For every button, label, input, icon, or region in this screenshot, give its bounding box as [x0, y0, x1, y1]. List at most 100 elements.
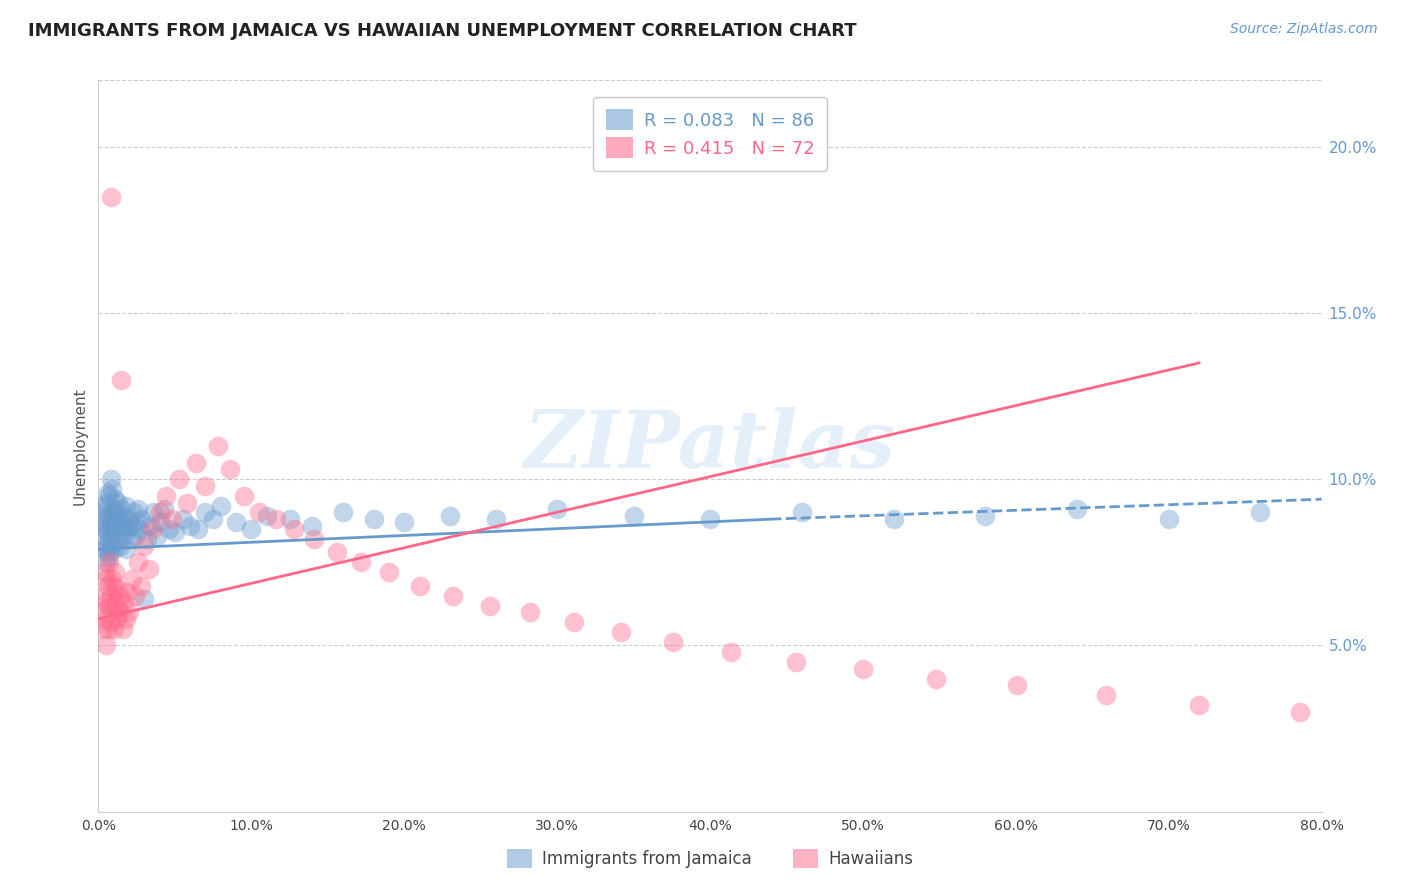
Point: [91, 512, 114, 526]
Point: [98, 489, 121, 503]
Point: [256, 508, 278, 523]
Point: [97, 525, 120, 540]
Point: [129, 579, 152, 593]
Point: [94, 555, 117, 569]
Point: [93, 542, 115, 557]
Point: [103, 579, 125, 593]
Point: [97, 485, 120, 500]
Point: [111, 508, 134, 523]
Point: [163, 525, 186, 540]
Point: [112, 595, 135, 609]
Point: [124, 589, 146, 603]
Point: [219, 462, 242, 476]
Point: [94, 539, 117, 553]
Point: [187, 522, 209, 536]
Point: [240, 522, 263, 536]
Point: [169, 472, 191, 486]
Point: [98, 599, 121, 613]
Point: [90, 605, 112, 619]
Point: [122, 506, 145, 520]
Point: [105, 508, 128, 523]
Point: [127, 555, 149, 569]
Point: [103, 522, 125, 536]
Point: [111, 529, 134, 543]
Point: [98, 532, 121, 546]
Point: [209, 499, 232, 513]
Point: [264, 512, 287, 526]
Point: [118, 605, 141, 619]
Point: [790, 506, 813, 520]
Text: ZIPatlas: ZIPatlas: [524, 408, 896, 484]
Point: [108, 589, 131, 603]
Point: [103, 622, 125, 636]
Point: [101, 572, 124, 586]
Point: [115, 612, 138, 626]
Point: [124, 529, 146, 543]
Point: [225, 516, 247, 530]
Point: [363, 512, 385, 526]
Point: [100, 615, 122, 630]
Point: [105, 532, 128, 546]
Point: [134, 591, 156, 606]
Point: [115, 542, 138, 557]
Point: [120, 532, 142, 546]
Point: [176, 495, 198, 509]
Point: [232, 489, 254, 503]
Point: [93, 612, 115, 626]
Point: [194, 506, 217, 520]
Point: [103, 542, 125, 557]
Point: [1095, 689, 1118, 703]
Point: [1249, 506, 1271, 520]
Point: [100, 539, 122, 553]
Point: [105, 612, 128, 626]
Point: [121, 572, 143, 586]
Point: [93, 566, 115, 580]
Point: [153, 502, 176, 516]
Point: [157, 522, 180, 536]
Point: [117, 522, 139, 536]
Point: [97, 622, 120, 636]
Point: [104, 566, 127, 580]
Point: [1289, 705, 1312, 719]
Point: [1007, 678, 1029, 692]
Point: [623, 508, 645, 523]
Point: [104, 595, 127, 609]
Point: [332, 506, 354, 520]
Point: [974, 508, 997, 523]
Point: [97, 545, 120, 559]
Point: [115, 499, 138, 513]
Point: [883, 512, 905, 526]
Point: [202, 512, 225, 526]
Point: [662, 635, 685, 649]
Point: [439, 508, 461, 523]
Point: [441, 589, 464, 603]
Point: [1188, 698, 1211, 713]
Point: [97, 579, 120, 593]
Point: [301, 518, 323, 533]
Point: [302, 532, 325, 546]
Point: [91, 589, 114, 603]
Point: [142, 506, 165, 520]
Point: [519, 605, 541, 619]
Y-axis label: Unemployment: Unemployment: [72, 387, 87, 505]
Point: [100, 189, 122, 203]
Point: [610, 625, 633, 640]
Point: [107, 602, 129, 616]
Point: [128, 522, 150, 536]
Point: [478, 599, 501, 613]
Point: [100, 589, 122, 603]
Point: [378, 566, 401, 580]
Point: [142, 522, 165, 536]
Point: [110, 522, 132, 536]
Point: [278, 512, 301, 526]
Point: [207, 439, 229, 453]
Point: [283, 522, 305, 536]
Point: [1395, 712, 1406, 726]
Point: [852, 662, 875, 676]
Point: [101, 482, 124, 496]
Point: [145, 529, 167, 543]
Point: [546, 502, 568, 516]
Point: [94, 518, 117, 533]
Point: [129, 512, 152, 526]
Point: [720, 645, 742, 659]
